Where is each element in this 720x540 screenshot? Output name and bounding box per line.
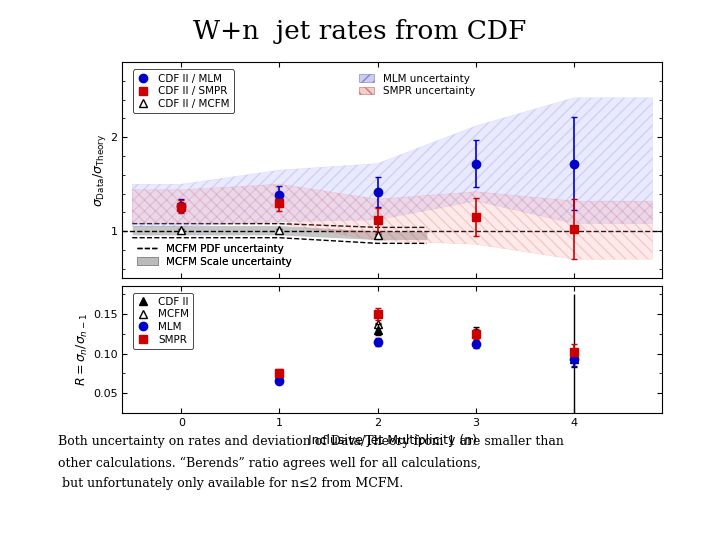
Legend: MCFM PDF uncertainty, MCFM Scale uncertainty: MCFM PDF uncertainty, MCFM Scale uncerta… — [133, 240, 296, 271]
Text: W+n  jet rates from CDF: W+n jet rates from CDF — [193, 19, 527, 44]
Text: Both uncertainty on rates and deviation of Data/Theory from 1 are smaller than: Both uncertainty on rates and deviation … — [58, 435, 564, 448]
Text: other calculations. “Berends” ratio agrees well for all calculations,: other calculations. “Berends” ratio agre… — [58, 456, 481, 470]
Text: but unfortunately only available for n≤2 from MCFM.: but unfortunately only available for n≤2… — [58, 477, 403, 490]
X-axis label: Inclusive Jet Multiplicity (n): Inclusive Jet Multiplicity (n) — [308, 434, 477, 447]
Y-axis label: $\sigma_{\mathrm{Data}}/\sigma_{\mathrm{Theory}}$: $\sigma_{\mathrm{Data}}/\sigma_{\mathrm{… — [91, 133, 107, 207]
Legend: CDF II, MCFM, MLM, SMPR: CDF II, MCFM, MLM, SMPR — [133, 293, 193, 349]
Y-axis label: $R = \sigma_n /\sigma_{n-1}$: $R = \sigma_n /\sigma_{n-1}$ — [75, 313, 90, 386]
